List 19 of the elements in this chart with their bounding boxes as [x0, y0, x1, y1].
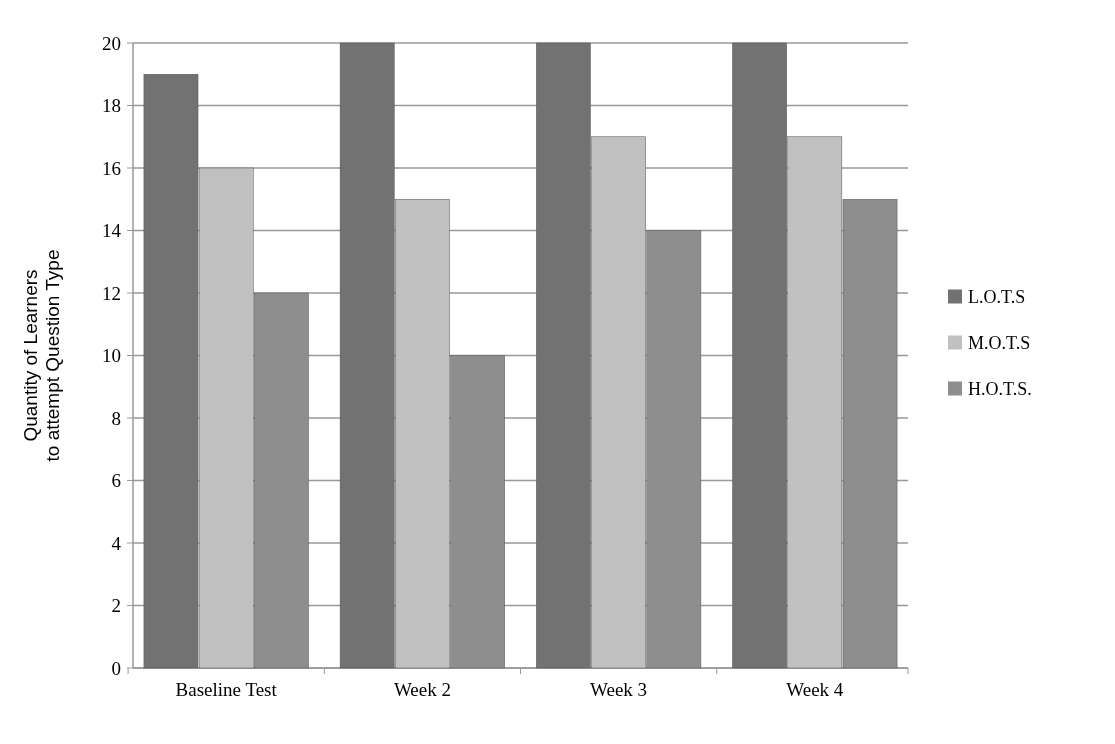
x-tick-label: Week 2: [393, 679, 451, 700]
y-tick-label: 6: [111, 470, 121, 492]
y-tick-label: 20: [102, 32, 121, 54]
y-tick-label: 0: [111, 657, 121, 679]
y-axis-title: Quantity of Learners to attempt Question Type: [19, 249, 64, 462]
x-tick-label: Week 4: [786, 679, 844, 700]
y-tick-label: 18: [102, 95, 121, 117]
y-tick-label: 4: [111, 532, 122, 554]
y-tick-label: 14: [102, 220, 122, 242]
x-tick-label: Baseline Test: [175, 679, 278, 700]
legend-label: L.O.T.S: [968, 286, 1026, 307]
y-tick-label: 12: [102, 282, 121, 304]
y-tick-label: 8: [111, 407, 121, 429]
x-tick-label: Week 3: [590, 679, 648, 700]
y-tick-label: 10: [102, 345, 121, 367]
legend-label: M.O.T.S: [968, 332, 1031, 353]
y-tick-label: 2: [111, 595, 121, 617]
legend-label: H.O.T.S.: [968, 378, 1032, 399]
y-tick-label: 16: [102, 157, 121, 179]
